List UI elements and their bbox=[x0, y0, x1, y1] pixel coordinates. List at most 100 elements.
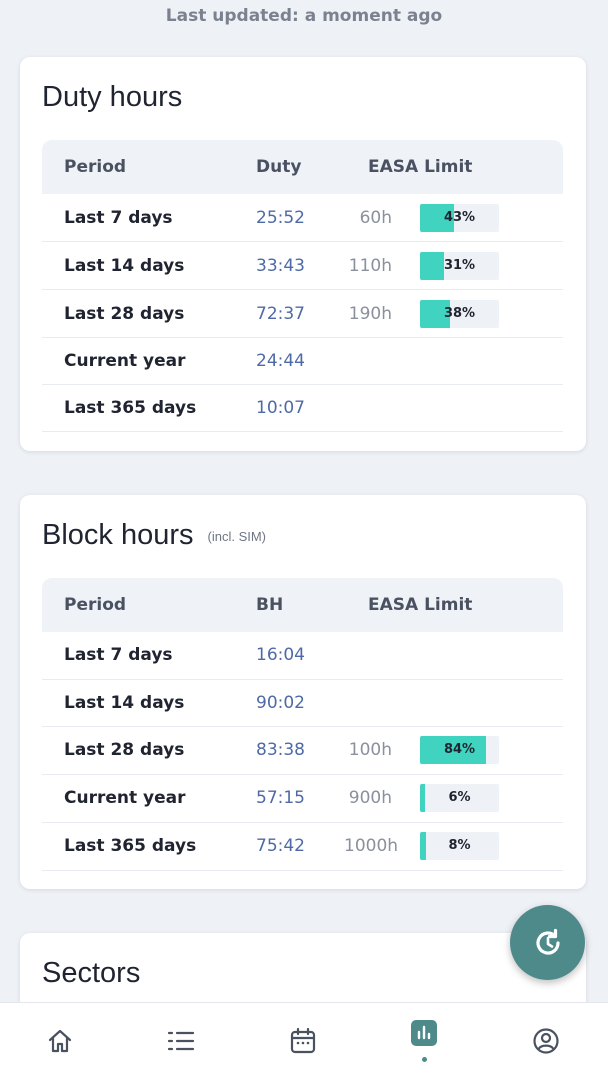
limit-cell bbox=[344, 679, 563, 727]
table-row: Last 14 days 90:02 bbox=[42, 679, 563, 727]
period-cell: Current year bbox=[42, 337, 232, 385]
table-row: Current year 57:15 900h 6% bbox=[42, 774, 563, 823]
progress-percent: 43% bbox=[443, 209, 476, 225]
table-row: Last 365 days 10:07 bbox=[42, 384, 563, 432]
progress-percent: 38% bbox=[443, 305, 476, 321]
block-hours-subtitle: (incl. SIM) bbox=[207, 528, 267, 544]
limit-hours: 110h bbox=[348, 255, 392, 276]
value-cell: 83:38 bbox=[232, 726, 344, 775]
period-cell: Last 7 days bbox=[42, 194, 232, 242]
progress-fill bbox=[420, 251, 445, 280]
limit-cell: 100h 84% bbox=[344, 726, 563, 775]
period-cell: Last 7 days bbox=[42, 632, 232, 680]
table-header-row: Period BH EASA Limit bbox=[42, 578, 563, 632]
nav-profile[interactable] bbox=[526, 1021, 566, 1061]
home-icon bbox=[48, 1029, 72, 1053]
column-header-easa-limit: EASA Limit bbox=[344, 578, 563, 632]
calendar-icon bbox=[290, 1027, 316, 1054]
period-cell: Last 14 days bbox=[42, 679, 232, 727]
value-cell: 10:07 bbox=[232, 384, 344, 432]
period-cell: Last 28 days bbox=[42, 289, 232, 338]
bottom-nav bbox=[0, 1002, 608, 1080]
limit-cell bbox=[344, 632, 563, 680]
limit-cell bbox=[344, 337, 563, 385]
period-cell: Last 365 days bbox=[42, 384, 232, 432]
nav-list[interactable] bbox=[161, 1021, 201, 1061]
period-cell: Last 14 days bbox=[42, 241, 232, 290]
progress-fill bbox=[420, 299, 451, 328]
value-cell: 72:37 bbox=[232, 289, 344, 338]
progress-percent: 6% bbox=[448, 790, 471, 805]
progress-percent: 8% bbox=[448, 838, 471, 853]
column-header-easa-limit: EASA Limit bbox=[344, 140, 563, 194]
table-row: Last 28 days 83:38 100h 84% bbox=[42, 726, 563, 775]
last-updated-label: Last updated: a moment ago bbox=[165, 6, 443, 26]
limit-hours: 900h bbox=[348, 788, 392, 808]
list-icon bbox=[167, 1031, 195, 1051]
limit-wrap: 190h 38% bbox=[344, 290, 563, 337]
limit-cell: 900h 6% bbox=[344, 774, 563, 823]
table-header-row: Period Duty EASA Limit bbox=[42, 140, 563, 194]
duty-hours-title: Duty hours bbox=[42, 81, 183, 113]
limit-wrap: 900h 6% bbox=[344, 775, 563, 822]
limit-cell: 190h 38% bbox=[344, 289, 563, 338]
table-row: Last 7 days 16:04 bbox=[42, 632, 563, 680]
progress-bar: 8% bbox=[420, 832, 499, 860]
duty-hours-table: Period Duty EASA Limit Last 7 days 25:52 6… bbox=[42, 140, 563, 432]
limit-hours: 190h bbox=[348, 303, 392, 324]
table-row: Last 365 days 75:42 1000h 8% bbox=[42, 822, 563, 871]
limit-hours: 100h bbox=[348, 740, 392, 760]
nav-home[interactable] bbox=[40, 1021, 80, 1061]
block-hours-card: Block hours (incl. SIM) Period BH EASA Li… bbox=[20, 495, 586, 889]
table-row: Last 7 days 25:52 60h 43% bbox=[42, 194, 563, 242]
progress-bar: 6% bbox=[420, 784, 499, 812]
progress-bar: 43% bbox=[420, 203, 499, 232]
active-indicator-dot bbox=[422, 1057, 427, 1062]
progress-fill bbox=[420, 203, 454, 232]
table-row: Last 14 days 33:43 110h 31% bbox=[42, 241, 563, 290]
period-cell: Current year bbox=[42, 774, 232, 823]
profile-icon bbox=[533, 1028, 559, 1054]
limit-wrap: 110h 31% bbox=[344, 242, 563, 289]
progress-percent: 84% bbox=[443, 742, 476, 757]
column-header-period: Period bbox=[42, 578, 232, 632]
progress-bar: 31% bbox=[420, 251, 499, 280]
period-cell: Last 365 days bbox=[42, 822, 232, 871]
column-header-bh: BH bbox=[232, 578, 344, 632]
column-header-period: Period bbox=[42, 140, 232, 194]
block-hours-title-row: Block hours (incl. SIM) bbox=[42, 519, 266, 552]
value-cell: 33:43 bbox=[232, 241, 344, 290]
column-header-duty: Duty bbox=[232, 140, 344, 194]
limit-hours: 1000h bbox=[344, 836, 399, 856]
progress-bar: 84% bbox=[420, 736, 499, 764]
duty-hours-card: Duty hours Period Duty EASA Limit Last 7… bbox=[20, 57, 586, 451]
top-cut-header bbox=[0, 0, 608, 4]
nav-calendar[interactable] bbox=[283, 1021, 323, 1061]
value-cell: 90:02 bbox=[232, 679, 344, 727]
value-cell: 16:04 bbox=[232, 632, 344, 680]
refresh-button[interactable] bbox=[510, 905, 585, 980]
progress-percent: 31% bbox=[443, 257, 476, 273]
value-cell: 25:52 bbox=[232, 194, 344, 242]
table-row: Current year 24:44 bbox=[42, 337, 563, 385]
value-cell: 24:44 bbox=[232, 337, 344, 385]
nav-stats[interactable] bbox=[404, 1013, 444, 1053]
limit-hours: 60h bbox=[359, 207, 392, 228]
table-row: Last 28 days 72:37 190h 38% bbox=[42, 289, 563, 338]
block-hours-title: Block hours bbox=[42, 519, 194, 551]
progress-fill bbox=[420, 784, 425, 812]
progress-bar: 38% bbox=[420, 299, 499, 328]
value-cell: 75:42 bbox=[232, 822, 344, 871]
block-hours-table: Period BH EASA Limit Last 7 days 16:04 Las… bbox=[42, 578, 563, 871]
limit-wrap: 60h 43% bbox=[344, 194, 563, 241]
progress-fill bbox=[420, 736, 487, 764]
stats-icon bbox=[411, 1020, 437, 1046]
limit-cell: 1000h 8% bbox=[344, 822, 563, 871]
value-cell: 57:15 bbox=[232, 774, 344, 823]
sectors-title: Sectors bbox=[42, 957, 141, 989]
limit-cell: 110h 31% bbox=[344, 241, 563, 290]
limit-wrap: 100h 84% bbox=[344, 727, 563, 774]
progress-fill bbox=[420, 832, 427, 860]
limit-wrap: 1000h 8% bbox=[344, 823, 563, 870]
period-cell: Last 28 days bbox=[42, 726, 232, 775]
